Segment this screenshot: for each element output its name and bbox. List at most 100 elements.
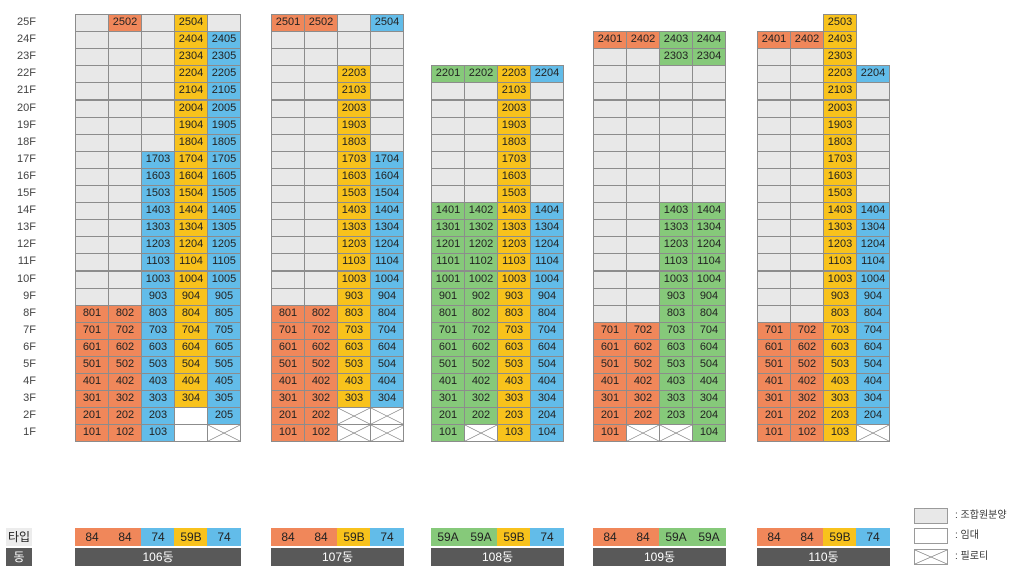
unit-cell: 1303	[823, 219, 857, 238]
unit-cell: 1003	[141, 270, 175, 289]
unit-cell: 304	[530, 390, 564, 409]
member-unit-cell	[757, 65, 791, 84]
unit-cell: 1303	[659, 219, 693, 238]
member-unit-cell	[464, 116, 498, 135]
unit-cell: 503	[497, 356, 531, 375]
unit-type-label: 84	[108, 528, 142, 546]
member-unit-cell	[271, 150, 305, 169]
unit-cell: 2003	[823, 99, 857, 118]
member-unit-cell	[271, 219, 305, 238]
member-unit-cell	[790, 219, 824, 238]
unit-cell: 801	[431, 304, 465, 323]
unit-cell: 1704	[370, 150, 404, 169]
unit-cell: 2104	[174, 82, 208, 101]
member-unit-cell	[141, 48, 175, 67]
legend-swatch-white	[914, 528, 948, 544]
unit-cell: 201	[271, 407, 305, 426]
member-unit-cell	[271, 99, 305, 118]
unit-cell: 804	[692, 304, 726, 323]
unit-cell: 401	[271, 373, 305, 392]
unit-cell: 802	[108, 304, 142, 323]
unit-type-label: 84	[790, 528, 824, 546]
member-unit-cell	[141, 82, 175, 101]
unit-cell: 304	[174, 390, 208, 409]
member-unit-cell	[659, 116, 693, 135]
unit-cell: 703	[141, 321, 175, 340]
member-unit-cell	[790, 287, 824, 306]
unit-cell: 1603	[497, 167, 531, 186]
unit-cell: 301	[271, 390, 305, 409]
unit-cell: 403	[659, 373, 693, 392]
unit-cell: 603	[497, 338, 531, 357]
unit-cell: 502	[626, 356, 660, 375]
dong-row-header: 동	[6, 548, 32, 566]
unit-cell: 1603	[141, 167, 175, 186]
unit-cell: 403	[497, 373, 531, 392]
unit-cell: 1302	[464, 219, 498, 238]
unit-cell: 2103	[823, 82, 857, 101]
unit-cell: 2405	[207, 31, 241, 50]
unit-cell: 1203	[497, 236, 531, 255]
member-unit-cell	[757, 82, 791, 101]
unit-cell: 1104	[692, 253, 726, 272]
member-unit-cell	[757, 116, 791, 135]
member-unit-cell	[75, 236, 109, 255]
unit-type-label: 74	[207, 528, 241, 546]
member-unit-cell	[370, 48, 404, 67]
unit-cell: 1404	[174, 202, 208, 221]
unit-cell: 2003	[497, 99, 531, 118]
member-unit-cell	[593, 82, 627, 101]
member-unit-cell	[431, 185, 465, 204]
member-unit-cell	[304, 82, 338, 101]
unit-cell: 301	[75, 390, 109, 409]
member-unit-cell	[659, 150, 693, 169]
unit-cell: 603	[141, 338, 175, 357]
unit-cell: 103	[497, 424, 531, 443]
piloti-cell	[659, 424, 693, 443]
unit-cell: 1004	[856, 270, 890, 289]
unit-cell: 1304	[530, 219, 564, 238]
member-unit-cell	[593, 48, 627, 67]
unit-cell: 2105	[207, 82, 241, 101]
member-unit-cell	[593, 287, 627, 306]
member-unit-cell	[464, 185, 498, 204]
unit-cell: 604	[856, 338, 890, 357]
member-unit-cell	[108, 253, 142, 272]
unit-cell: 601	[593, 338, 627, 357]
unit-cell: 1003	[823, 270, 857, 289]
member-unit-cell	[593, 219, 627, 238]
unit-cell: 1204	[370, 236, 404, 255]
unit-cell: 602	[626, 338, 660, 357]
unit-cell: 2303	[823, 48, 857, 67]
member-unit-cell	[593, 270, 627, 289]
unit-cell: 103	[823, 424, 857, 443]
member-unit-cell	[141, 31, 175, 50]
unit-cell: 301	[757, 390, 791, 409]
member-unit-cell	[464, 167, 498, 186]
unit-cell: 401	[431, 373, 465, 392]
member-unit-cell	[626, 287, 660, 306]
member-unit-cell	[757, 150, 791, 169]
unit-cell: 704	[856, 321, 890, 340]
member-unit-cell	[790, 202, 824, 221]
unit-type-label: 84	[593, 528, 627, 546]
member-unit-cell	[75, 133, 109, 152]
member-unit-cell	[431, 167, 465, 186]
unit-cell: 2204	[530, 65, 564, 84]
member-unit-cell	[141, 116, 175, 135]
unit-cell: 1204	[530, 236, 564, 255]
member-unit-cell	[626, 116, 660, 135]
piloti-cell	[337, 407, 371, 426]
unit-cell: 1503	[141, 185, 175, 204]
unit-cell: 905	[207, 287, 241, 306]
unit-cell: 701	[75, 321, 109, 340]
building-name-label: 108동	[431, 548, 564, 566]
unit-cell: 601	[271, 338, 305, 357]
unit-cell: 202	[626, 407, 660, 426]
member-unit-cell	[141, 99, 175, 118]
unit-cell: 1403	[823, 202, 857, 221]
unit-cell: 2005	[207, 99, 241, 118]
unit-cell: 803	[659, 304, 693, 323]
unit-cell: 1104	[856, 253, 890, 272]
